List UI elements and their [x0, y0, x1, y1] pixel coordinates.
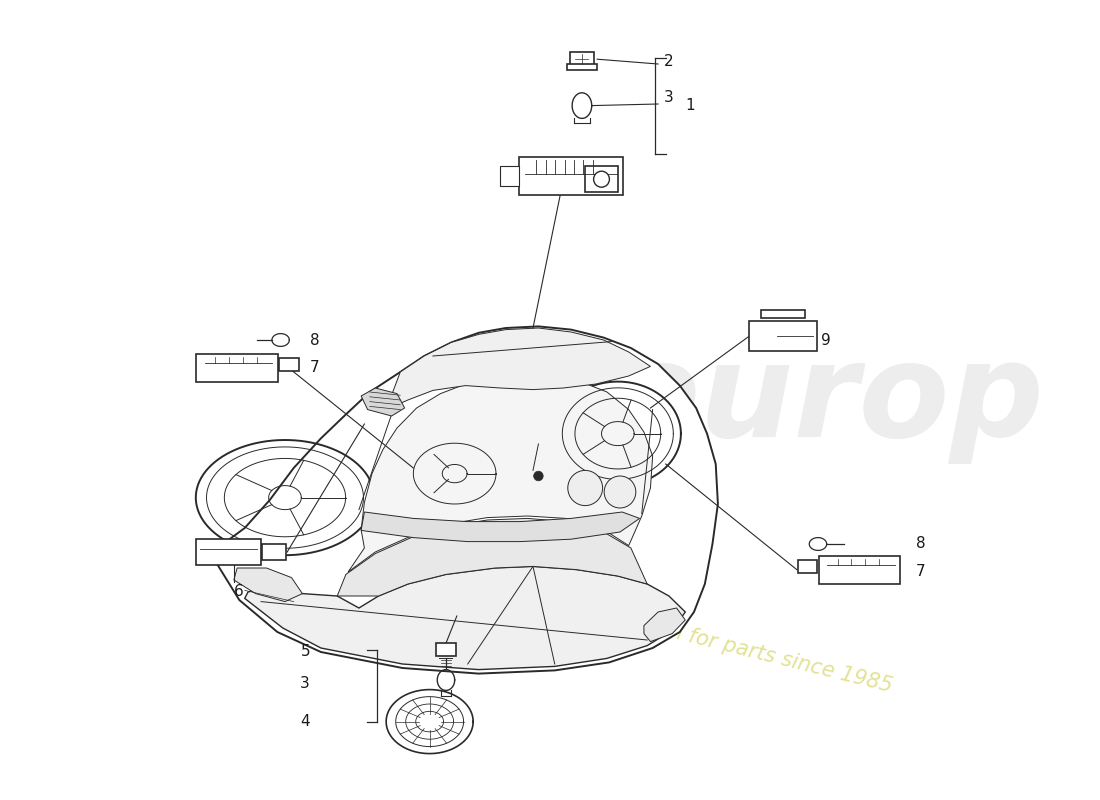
FancyBboxPatch shape [798, 560, 817, 573]
FancyBboxPatch shape [818, 555, 900, 584]
Polygon shape [338, 518, 647, 596]
FancyBboxPatch shape [279, 358, 298, 371]
Text: europ: europ [609, 337, 1044, 463]
FancyBboxPatch shape [749, 321, 817, 351]
Text: 3: 3 [663, 90, 673, 105]
Text: a passion for parts since 1985: a passion for parts since 1985 [584, 600, 895, 696]
Polygon shape [644, 608, 685, 642]
Polygon shape [244, 566, 685, 670]
Polygon shape [234, 568, 302, 602]
FancyBboxPatch shape [585, 166, 618, 192]
Text: 7: 7 [310, 361, 320, 375]
Polygon shape [361, 388, 405, 416]
Polygon shape [386, 328, 650, 410]
FancyBboxPatch shape [519, 157, 623, 195]
FancyBboxPatch shape [499, 166, 519, 186]
FancyBboxPatch shape [761, 310, 805, 318]
Text: 6: 6 [234, 585, 243, 599]
Text: 9: 9 [822, 333, 830, 347]
FancyBboxPatch shape [196, 354, 278, 382]
Text: 2: 2 [663, 54, 673, 69]
Circle shape [594, 171, 609, 187]
Circle shape [568, 470, 603, 506]
Text: 5: 5 [300, 645, 310, 659]
Text: 8: 8 [310, 333, 320, 347]
Text: 1: 1 [685, 98, 695, 113]
FancyBboxPatch shape [196, 539, 261, 565]
FancyBboxPatch shape [437, 643, 455, 656]
FancyBboxPatch shape [262, 544, 286, 560]
Text: 4: 4 [300, 714, 310, 729]
Circle shape [534, 471, 543, 481]
Polygon shape [361, 512, 639, 542]
Polygon shape [348, 374, 652, 572]
FancyBboxPatch shape [570, 52, 594, 66]
Text: 3: 3 [300, 677, 310, 691]
Polygon shape [212, 326, 718, 674]
Text: 8: 8 [916, 537, 925, 551]
Circle shape [604, 476, 636, 508]
FancyBboxPatch shape [566, 64, 597, 70]
Text: 7: 7 [916, 565, 925, 579]
